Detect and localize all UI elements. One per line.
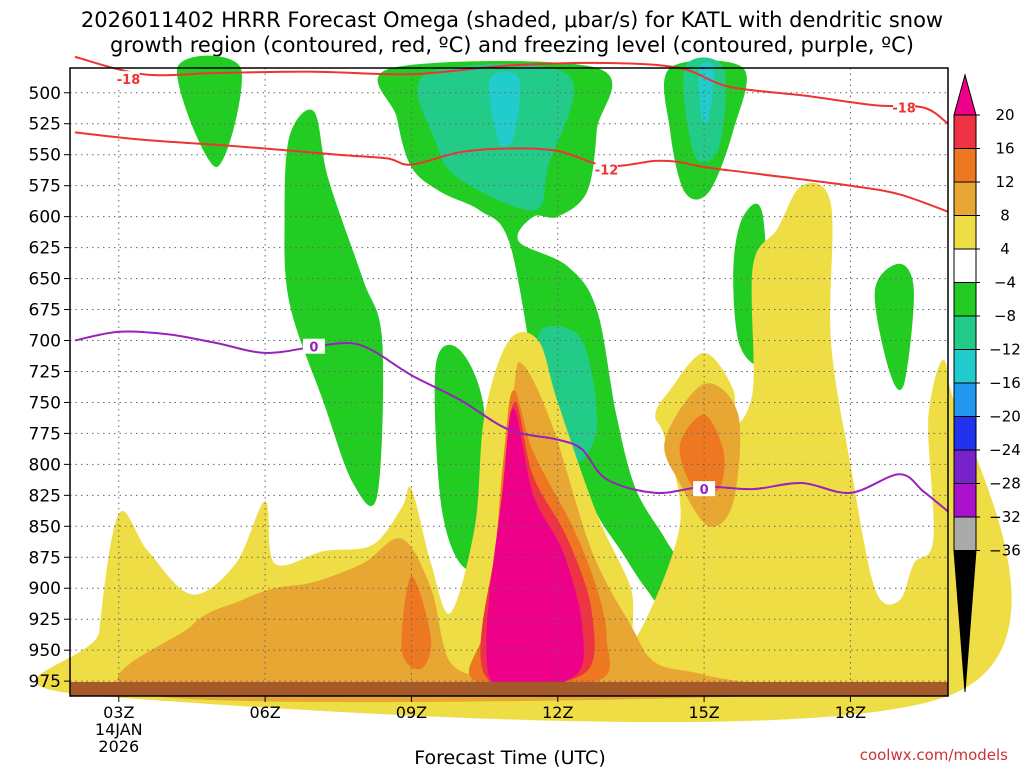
- omega-region-5: [488, 71, 521, 148]
- y-tick-label-550: 550: [29, 146, 61, 166]
- y-tick-label-800: 800: [29, 455, 61, 475]
- colorbar: 20 16 12 8 4 −4 −8 −12 −16 −20 −24 −28 −32 −36: [953, 73, 1021, 693]
- colorbar-label-0: 20: [995, 106, 1014, 124]
- y-tick-label-600: 600: [29, 208, 61, 228]
- y-tick-label-825: 825: [29, 486, 61, 506]
- omega-region-19: [486, 408, 584, 695]
- colorbar-label-7: −12: [989, 341, 1021, 359]
- dgz-top-label-bg-1: [893, 99, 916, 115]
- x-axis-label: Forecast Time (UTC): [414, 747, 605, 768]
- dgz-bottom-label-0: -12: [595, 164, 619, 179]
- y-tick-label-700: 700: [29, 332, 61, 352]
- colorbar-bin-9: [953, 382, 977, 417]
- y-tick-label-725: 725: [29, 362, 61, 382]
- y-tick-label-875: 875: [29, 548, 61, 568]
- x-tick-sublabel-0: 14JAN: [95, 720, 143, 739]
- dgz-top-label-1: -18: [892, 102, 916, 117]
- colorbar-label-1: 16: [995, 140, 1014, 158]
- colorbar-label-12: −32: [989, 508, 1021, 526]
- colorbar-bin-1: [953, 114, 977, 149]
- colorbar-bin-3: [953, 181, 977, 216]
- y-tick-label-775: 775: [29, 424, 61, 444]
- colorbar-bin-12: [953, 483, 977, 518]
- colorbar-label-4: 4: [1000, 240, 1010, 258]
- colorbar-bin-5: [953, 248, 977, 283]
- colorbar-bin-10: [953, 416, 977, 451]
- x-tick-label-15Z: 15Z: [688, 703, 719, 722]
- freezing-level-line: [74, 330, 949, 513]
- chart-title-line-2: growth region (contoured, red, ºC) and f…: [110, 33, 914, 57]
- colorbar-bin-7: [953, 315, 977, 350]
- dgz-top-label-0: -18: [117, 73, 141, 88]
- y-tick-label-575: 575: [29, 177, 61, 197]
- omega-shading: [35, 55, 1012, 723]
- y-tick-label-675: 675: [29, 301, 61, 321]
- y-tick-label-525: 525: [29, 115, 61, 135]
- omega-region-15: [679, 414, 725, 495]
- colorbar-bin-14: [953, 550, 977, 693]
- colorbar-bin-0: [953, 73, 977, 116]
- omega-region-11: [874, 263, 914, 391]
- omega-region-2: [377, 61, 685, 608]
- colorbar-label-10: −24: [989, 441, 1021, 459]
- x-tick-sublabel-1: 2026: [98, 737, 139, 756]
- x-tick-label-18Z: 18Z: [835, 703, 866, 722]
- colorbar-bin-6: [953, 282, 977, 317]
- colorbar-label-5: −4: [994, 274, 1016, 292]
- dgz-bottom-line: [74, 131, 949, 213]
- omega-region-16: [401, 575, 432, 670]
- contour-lines: -18 -18 -12 0 0: [74, 55, 949, 513]
- omega-region-0: [176, 55, 242, 168]
- freezing-level-label-bg-1: [693, 481, 716, 497]
- credit-text: coolwx.com/models: [860, 746, 1008, 764]
- y-tick-label-850: 850: [29, 517, 61, 537]
- omega-region-6: [434, 344, 486, 570]
- x-tick-label-03Z: 03Z: [103, 703, 134, 722]
- colorbar-bin-13: [953, 516, 977, 551]
- ground-strip: [70, 682, 948, 696]
- x-tick-label-12Z: 12Z: [542, 703, 573, 722]
- dgz-top-label-bg-0: [117, 71, 140, 87]
- colorbar-label-9: −20: [989, 408, 1021, 426]
- chart-title-line-1: 2026011402 HRRR Forecast Omega (shaded, …: [81, 8, 943, 32]
- grid-lines: [70, 68, 948, 696]
- omega-region-13: [117, 362, 787, 703]
- x-tick-label-09Z: 09Z: [396, 703, 427, 722]
- colorbar-label-6: −8: [994, 307, 1016, 325]
- y-tick-label-500: 500: [29, 84, 61, 104]
- y-tick-label-750: 750: [29, 393, 61, 413]
- colorbar-label-2: 12: [995, 173, 1014, 191]
- colorbar-label-3: 8: [1000, 207, 1010, 225]
- y-axis: 500 525 550 575 600 625 650 675 700 725 750 775 800 8…: [29, 84, 70, 692]
- freezing-level-label-1: 0: [700, 483, 709, 498]
- colorbar-label-11: −28: [989, 475, 1021, 493]
- colorbar-label-13: −36: [989, 542, 1021, 560]
- colorbar-bin-2: [953, 148, 977, 183]
- colorbar-bin-8: [953, 349, 977, 384]
- y-tick-label-975: 975: [29, 672, 61, 692]
- freezing-level-label-bg-0: [302, 338, 325, 354]
- x-tick-label-06Z: 06Z: [249, 703, 280, 722]
- y-tick-label-900: 900: [29, 579, 61, 599]
- plot-area: -18 -18 -12 0 0: [35, 55, 1012, 723]
- plot-frame: [69, 67, 949, 697]
- colorbar-bin-4: [953, 215, 977, 250]
- dgz-bottom-label-bg-0: [595, 161, 618, 177]
- y-tick-label-950: 950: [29, 641, 61, 661]
- omega-region-1: [284, 109, 384, 507]
- dgz-top-line: [74, 55, 949, 125]
- colorbar-bin-11: [953, 449, 977, 484]
- colorbar-label-8: −16: [989, 374, 1021, 392]
- y-tick-label-625: 625: [29, 239, 61, 259]
- omega-region-3: [417, 64, 574, 211]
- freezing-level-label-0: 0: [309, 341, 318, 356]
- y-tick-label-650: 650: [29, 270, 61, 290]
- y-tick-label-925: 925: [29, 610, 61, 630]
- omega-region-4: [537, 325, 598, 465]
